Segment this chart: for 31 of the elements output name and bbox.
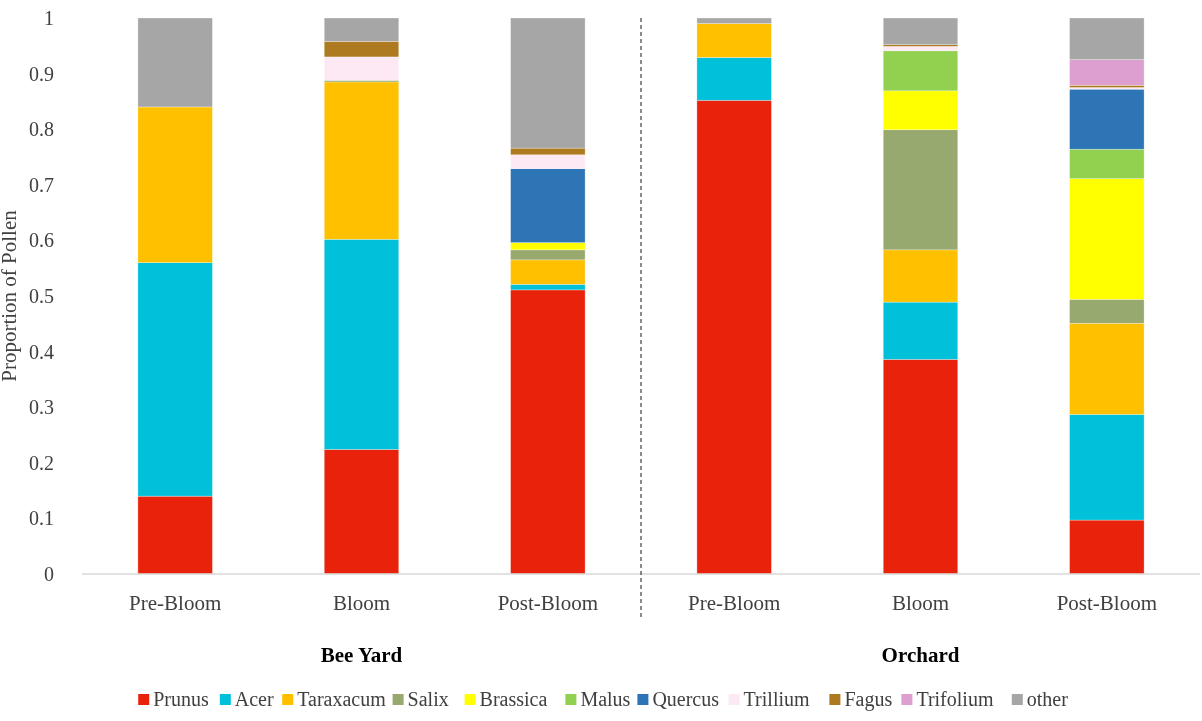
y-tick-label: 0.6 xyxy=(29,229,54,252)
y-tick-label: 0.8 xyxy=(29,118,54,141)
x-tick-label: Bloom xyxy=(891,591,950,615)
x-tick-label: Bloom xyxy=(332,591,391,615)
legend-label: Taraxacum xyxy=(297,688,387,710)
legend-label: Salix xyxy=(407,688,449,710)
legend-label: other xyxy=(1026,688,1069,710)
legend-label: Brassica xyxy=(479,688,548,710)
y-tick-label: 0.4 xyxy=(29,340,54,363)
legend-label: Trifolium xyxy=(916,688,994,710)
legend-label: Fagus xyxy=(844,688,893,711)
x-tick-label: Post-Bloom xyxy=(497,591,599,615)
x-tick-label: Pre-Bloom xyxy=(129,591,222,615)
y-tick-label: 0 xyxy=(44,563,54,585)
legend-label: Trillium xyxy=(743,688,810,710)
y-tick-label: 0.5 xyxy=(29,285,54,307)
y-tick-label: 0.1 xyxy=(29,507,54,530)
x-tick-label: Pre-Bloom xyxy=(688,591,781,615)
y-tick-label: 1 xyxy=(44,7,54,29)
text: Bee Yard xyxy=(320,643,403,667)
legend-label: Malus xyxy=(580,688,631,710)
y-axis-title: Proportion of Pollen xyxy=(0,209,21,382)
y-tick-label: 0.9 xyxy=(29,62,54,85)
x-tick-label: Post-Bloom xyxy=(1056,591,1158,615)
y-tick-label: 0.3 xyxy=(29,396,54,419)
legend-label: Quercus xyxy=(652,688,720,710)
y-tick-label: 0.7 xyxy=(29,173,54,196)
text: Orchard xyxy=(881,643,960,667)
legend-label: Acer xyxy=(234,688,274,710)
y-tick-label: 0.2 xyxy=(29,451,54,474)
legend-label: Prunus xyxy=(153,688,209,710)
